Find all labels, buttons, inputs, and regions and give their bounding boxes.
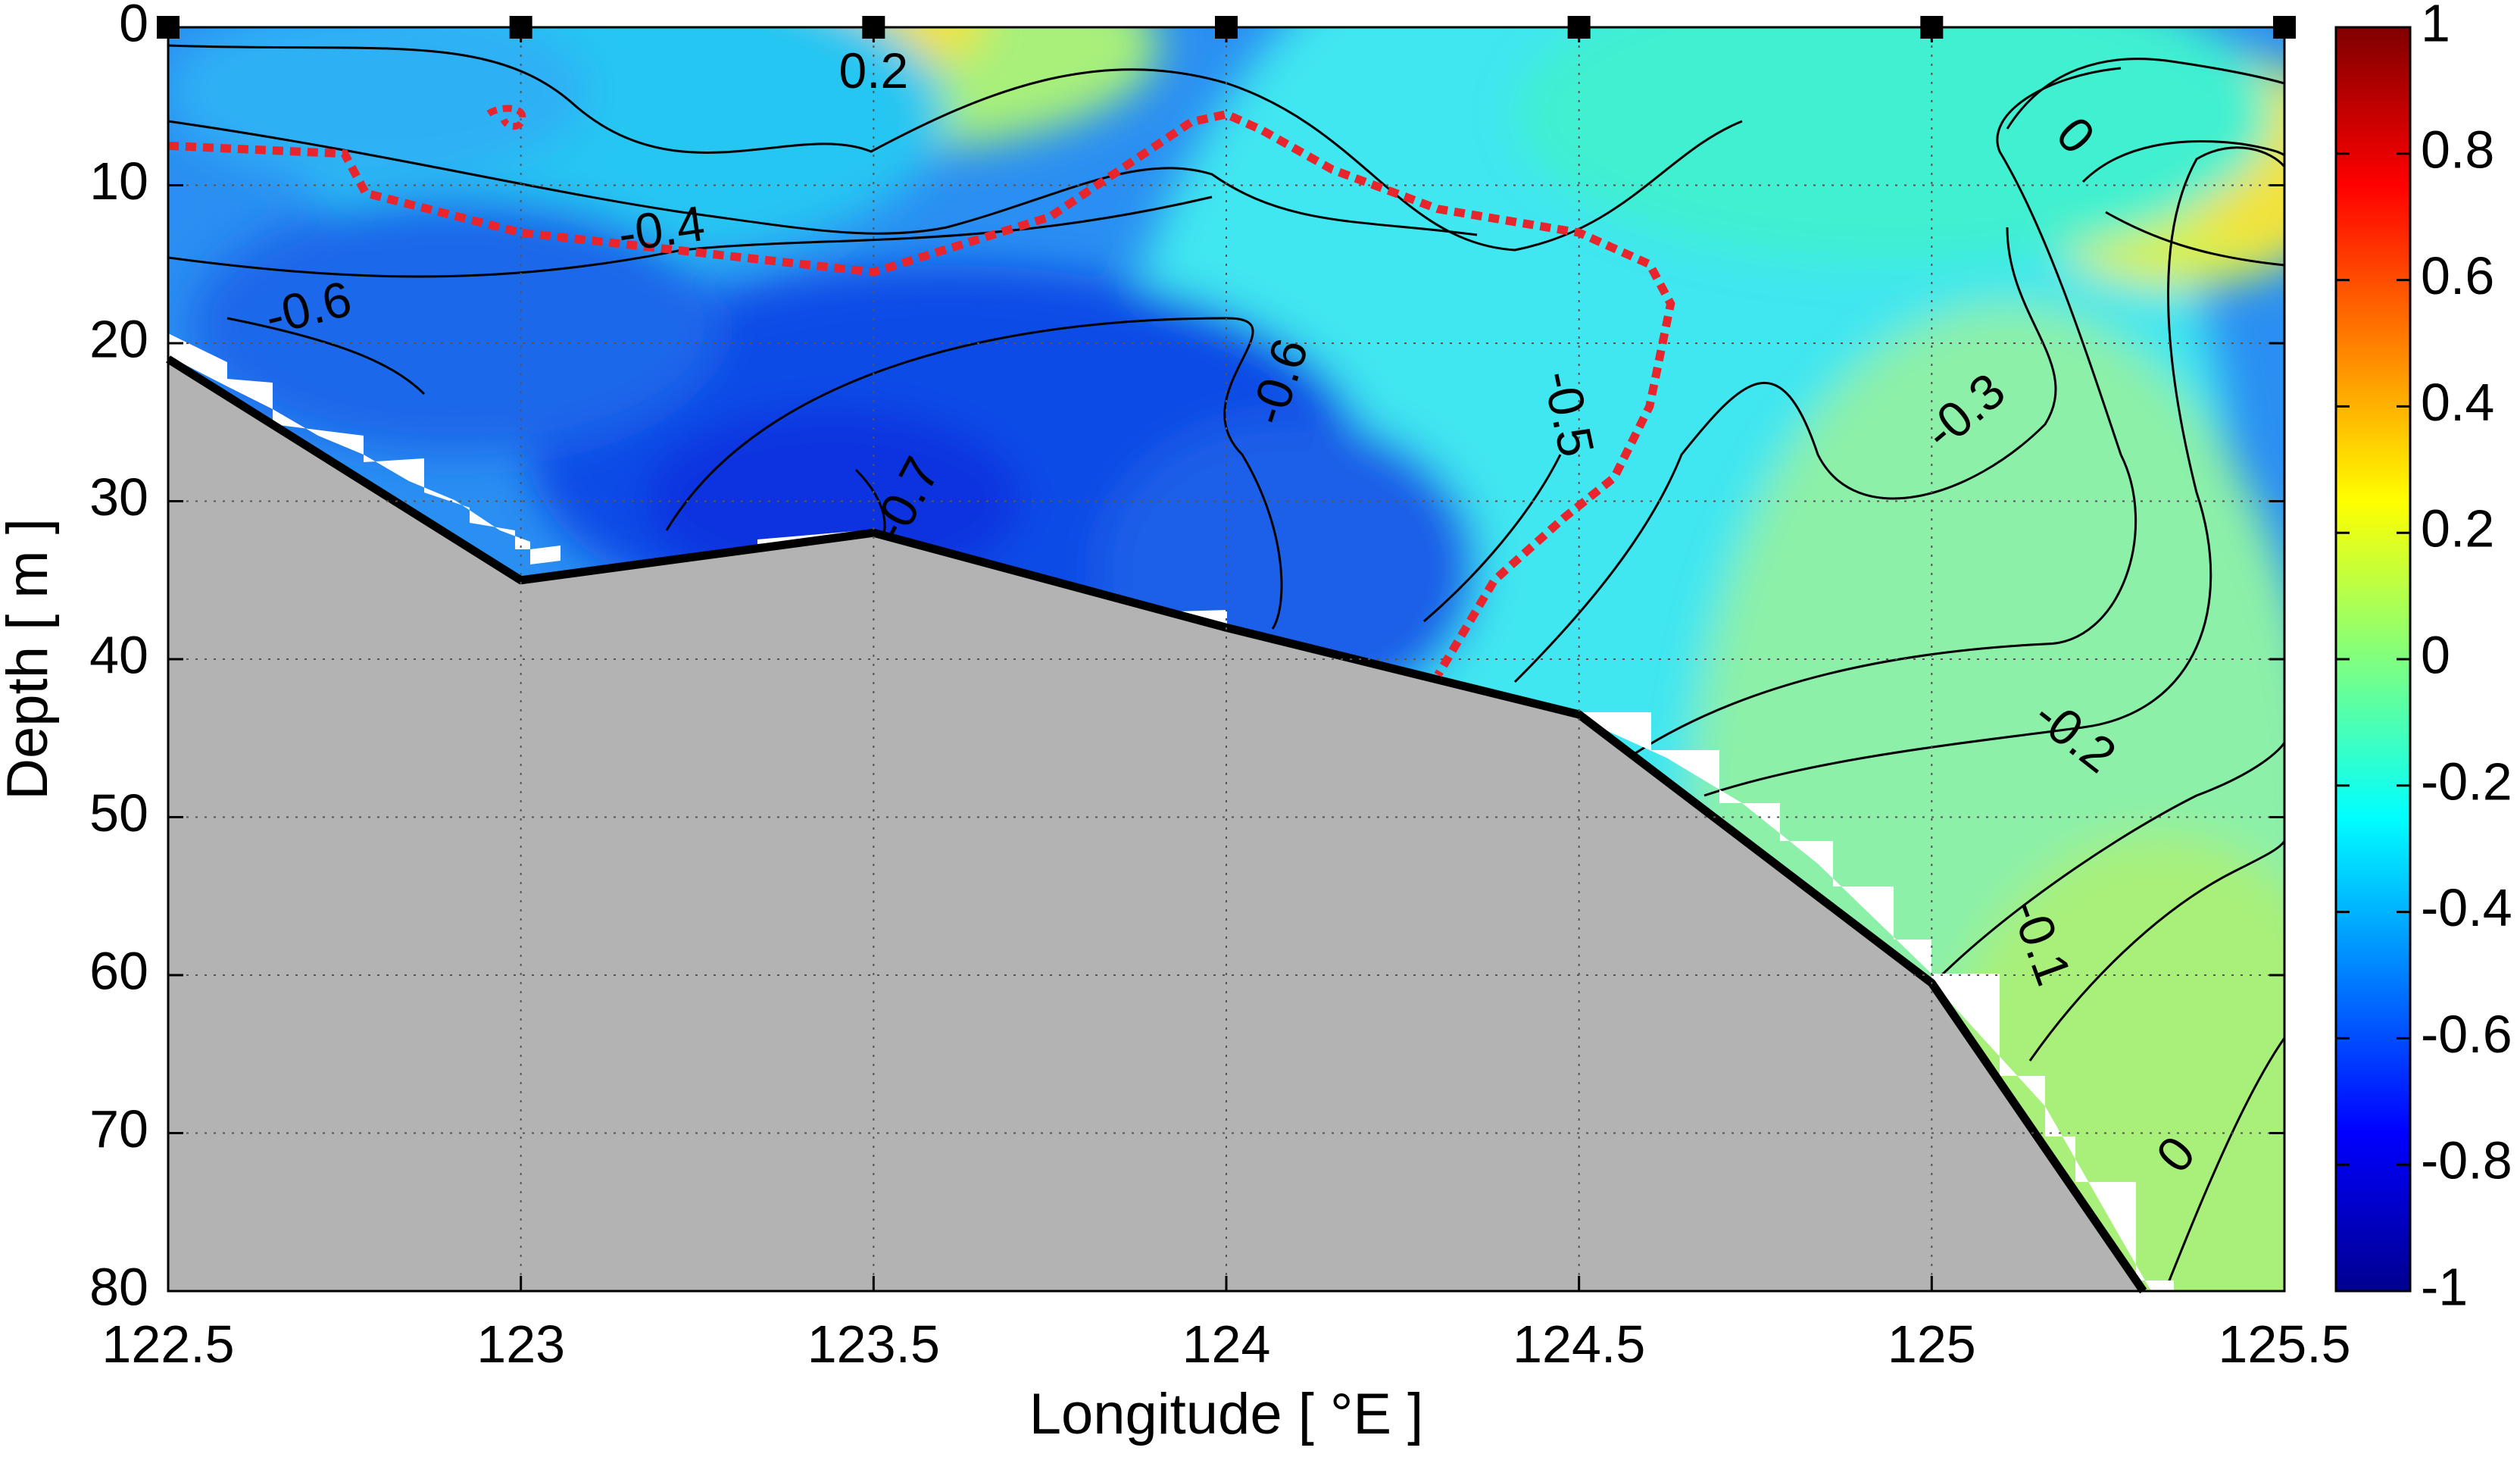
- highlight-contour-line: [167, 109, 1675, 677]
- colorbar-tick-label: 0.4: [2421, 373, 2494, 432]
- x-tick-label: 122.5: [101, 1315, 234, 1374]
- x-tick-label: 124: [1182, 1315, 1271, 1374]
- colorbar-tick-label: 0.6: [2421, 246, 2494, 305]
- contour-label: -0.4: [615, 195, 708, 262]
- x-tick-label: 124.5: [1513, 1315, 1645, 1374]
- contour-labels: 0.2-0.4-0.6-0.7-0.6 -0.5 -0.30-0.2-0.10: [260, 42, 2206, 1183]
- colorbar-tick-label: -0.4: [2421, 878, 2512, 937]
- y-axis-title: Depth [ m ]: [0, 518, 60, 800]
- colorbar-tick-label: -0.2: [2421, 752, 2512, 811]
- contour-label: 0.2: [838, 42, 908, 98]
- colorbar-tick-label: -0.8: [2421, 1131, 2512, 1190]
- y-tick-label: 60: [89, 941, 148, 1000]
- colorbar-ticks: -1 -0.8 -0.6 -0.4 -0.2 0 0.2 0.4 0.6 0.8 1: [2336, 0, 2512, 1316]
- colorbar-tick-label: 0.8: [2421, 120, 2494, 179]
- x-tick-label: 125.5: [2218, 1315, 2350, 1374]
- x-axis-ticks: 122.5 123 123.5 124 124.5 125 125.5: [101, 27, 2351, 1374]
- x-axis-title: Longitude [ °E ]: [1029, 1382, 1424, 1446]
- x-tick-label: 123.5: [807, 1315, 940, 1374]
- y-tick-label: 30: [89, 467, 148, 527]
- y-tick-label: 20: [89, 309, 148, 368]
- colorbar-tick-label: 0.2: [2421, 499, 2494, 558]
- colorbar-tick-label: 0: [2421, 625, 2450, 684]
- y-tick-label: 70: [89, 1099, 148, 1158]
- y-tick-label: 10: [89, 152, 148, 211]
- seabed-fill: [168, 358, 2144, 1291]
- y-tick-label: 50: [89, 783, 148, 843]
- y-axis-ticks: 0 10 20 30 40 50 60 70 80: [89, 0, 2284, 1316]
- colorbar-tick-label: 1: [2421, 0, 2450, 52]
- colorbar-tick-label: -0.6: [2421, 1005, 2512, 1064]
- y-tick-label: 80: [89, 1257, 148, 1316]
- y-tick-label: 40: [89, 625, 148, 684]
- x-tick-label: 125: [1888, 1315, 1976, 1374]
- x-tick-label: 123: [476, 1315, 565, 1374]
- colorbar-tick-label: -1: [2421, 1257, 2468, 1316]
- grid: [168, 27, 2284, 1291]
- colorbar: -1 -0.8 -0.6 -0.4 -0.2 0 0.2 0.4 0.6 0.8 1: [2334, 0, 2512, 1316]
- y-tick-label: 0: [119, 0, 148, 52]
